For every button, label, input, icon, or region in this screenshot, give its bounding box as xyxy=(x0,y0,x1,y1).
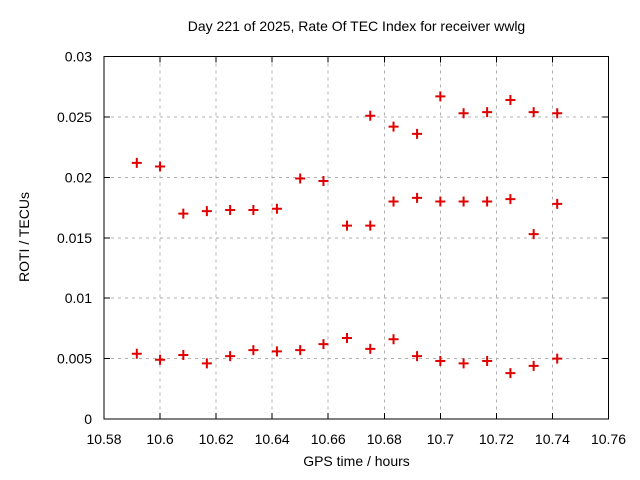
chart-title: Day 221 of 2025, Rate Of TEC Index for r… xyxy=(187,18,526,34)
data-point-marker xyxy=(248,345,259,356)
x-tick-label: 10.7 xyxy=(427,431,454,447)
data-point-marker xyxy=(482,356,493,366)
x-tick-label: 10.76 xyxy=(591,431,626,447)
data-point-marker xyxy=(342,333,353,344)
data-point-marker xyxy=(552,198,563,209)
y-tick-label: 0.02 xyxy=(65,169,92,185)
data-point-marker xyxy=(155,161,166,172)
y-tick-label: 0 xyxy=(84,411,92,427)
data-point-marker xyxy=(225,351,236,362)
data-point-marker xyxy=(248,204,259,215)
data-point-marker xyxy=(505,368,516,379)
data-point-marker xyxy=(552,353,563,364)
data-point-marker xyxy=(318,175,329,186)
data-point-marker xyxy=(505,194,516,205)
x-tick-label: 10.58 xyxy=(86,431,121,447)
data-point-marker xyxy=(482,107,493,118)
data-point-marker xyxy=(201,206,212,217)
data-point-marker xyxy=(412,192,423,203)
y-tick-label: 0.015 xyxy=(57,230,92,246)
y-tick-label: 0.03 xyxy=(65,49,92,65)
data-point-marker xyxy=(155,354,166,365)
data-point-marker xyxy=(365,220,376,231)
data-point-marker xyxy=(482,196,493,207)
data-point-marker xyxy=(271,203,282,214)
data-point-marker xyxy=(365,343,376,354)
x-tick-label: 10.74 xyxy=(535,431,570,447)
data-point-marker xyxy=(458,196,469,207)
data-point-marker xyxy=(528,229,539,240)
data-point-marker xyxy=(458,358,469,369)
data-point-marker xyxy=(435,196,446,207)
x-tick-label: 10.62 xyxy=(199,431,234,447)
x-tick-label: 10.64 xyxy=(255,431,290,447)
data-point-marker xyxy=(412,351,423,362)
x-tick-label: 10.66 xyxy=(311,431,346,447)
data-point-marker xyxy=(388,121,399,132)
data-point-marker xyxy=(295,173,306,184)
data-point-marker xyxy=(388,196,399,207)
data-point-marker xyxy=(178,349,189,360)
data-point-marker xyxy=(388,334,399,345)
y-tick-label: 0.01 xyxy=(65,290,92,306)
data-point-marker xyxy=(435,356,446,366)
x-tick-label: 10.6 xyxy=(146,431,173,447)
data-point-marker xyxy=(342,220,353,231)
x-axis-label: GPS time / hours xyxy=(303,453,410,469)
data-point-marker xyxy=(131,348,142,359)
data-point-marker xyxy=(505,95,516,105)
data-point-marker xyxy=(458,108,469,119)
data-point-marker xyxy=(131,157,142,168)
data-point-marker xyxy=(295,345,306,356)
data-point-marker xyxy=(528,360,539,371)
data-point-marker xyxy=(365,110,376,121)
data-point-marker xyxy=(412,128,423,139)
data-point-marker xyxy=(225,204,236,215)
y-tick-label: 0.025 xyxy=(57,109,92,125)
data-point-marker xyxy=(528,107,539,118)
x-tick-label: 10.68 xyxy=(367,431,402,447)
y-tick-label: 0.005 xyxy=(57,351,92,367)
data-point-marker xyxy=(435,91,446,102)
data-point-marker xyxy=(201,358,212,369)
data-point-marker xyxy=(318,339,329,350)
data-point-marker xyxy=(178,208,189,219)
data-point-marker xyxy=(271,346,282,357)
x-tick-label: 10.72 xyxy=(479,431,514,447)
data-point-marker xyxy=(552,108,563,119)
